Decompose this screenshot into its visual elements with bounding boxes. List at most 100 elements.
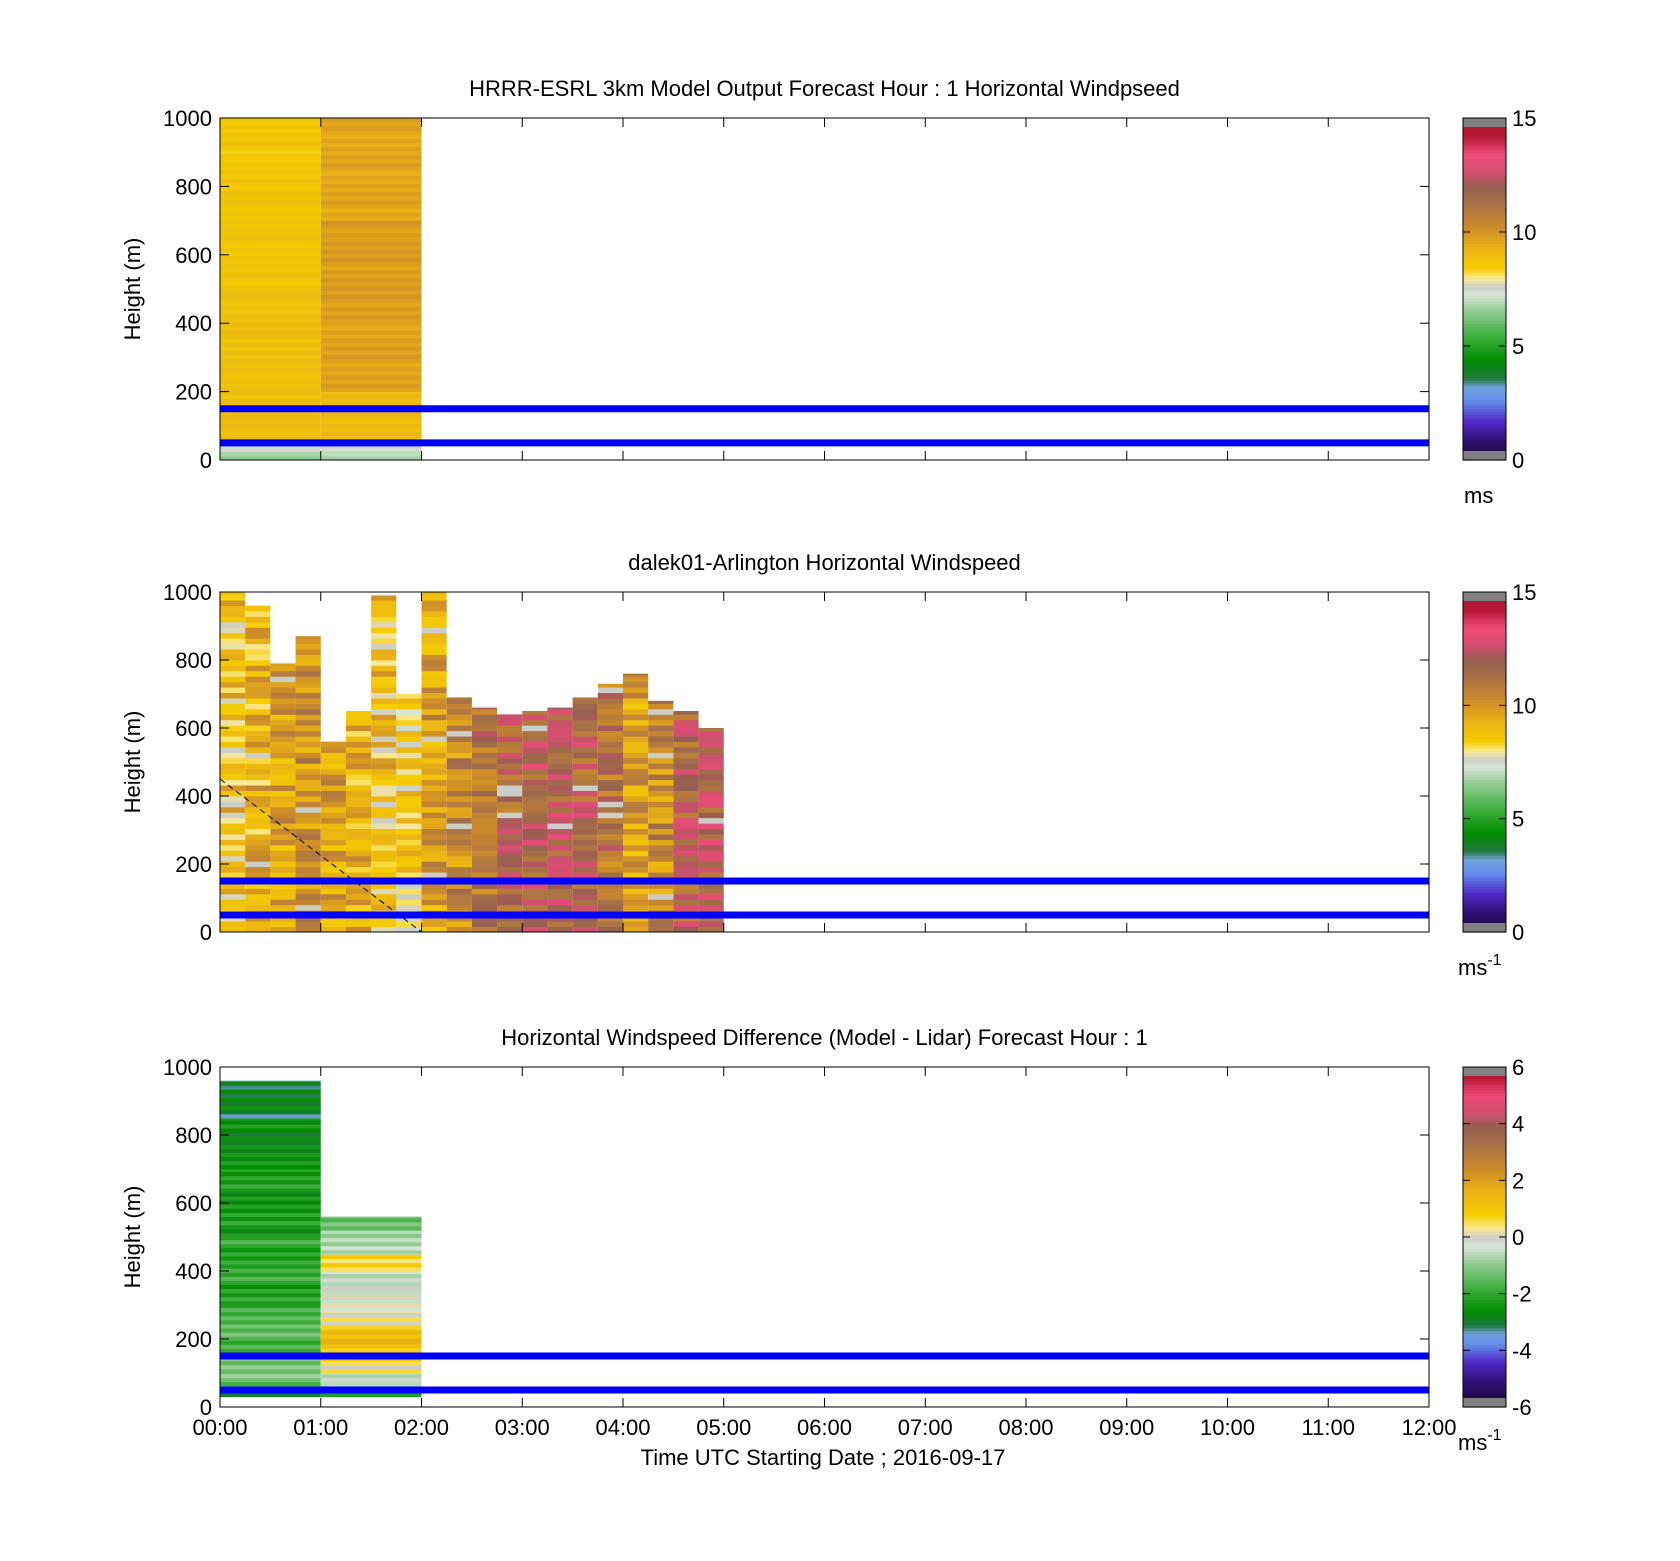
heat-cell: [220, 190, 321, 195]
heat-cell: [270, 834, 296, 840]
heat-cell: [220, 1200, 321, 1205]
heat-cell: [320, 350, 422, 356]
heat-cell: [220, 921, 246, 927]
colorbar-swatch: [1463, 1350, 1506, 1354]
heat-cell: [597, 899, 623, 906]
chart-title: HRRR-ESRL 3km Model Output Forecast Hour…: [469, 76, 1180, 101]
heat-cell: [648, 872, 674, 878]
heat-cell: [371, 757, 397, 764]
colorbar-swatch: [1463, 1327, 1506, 1332]
colorbar-swatch: [1463, 234, 1506, 239]
colorbar-swatch: [1463, 212, 1506, 216]
colorbar-swatch: [1463, 821, 1506, 825]
heat-cell: [320, 455, 422, 460]
heat-cell: [648, 855, 674, 862]
colorbar-swatch: [1463, 251, 1506, 256]
heat-cell: [623, 844, 649, 851]
heat-cell: [522, 850, 548, 857]
colorbar-swatch: [1463, 1183, 1506, 1187]
colorbar-swatch: [1463, 140, 1506, 145]
colorbar-swatch: [1463, 1248, 1506, 1252]
heat-cell: [471, 872, 498, 878]
heat-cell: [597, 763, 623, 770]
heat-cell: [270, 757, 296, 764]
heat-cell: [698, 921, 724, 927]
heat-cell: [673, 812, 699, 819]
heat-cell: [320, 379, 422, 384]
heat-cell: [320, 126, 422, 131]
heat-cell: [421, 627, 447, 634]
heat-cell: [220, 375, 321, 380]
heat-cell: [421, 763, 447, 770]
heat-cell: [220, 1136, 321, 1141]
heat-cell: [345, 899, 372, 906]
heat-cell: [320, 839, 346, 846]
heat-cell: [220, 1228, 321, 1234]
colorbar-tick-label: 5: [1512, 807, 1524, 832]
colorbar-swatch: [1463, 192, 1506, 196]
heat-cell: [320, 118, 422, 123]
colorbar-swatch: [1463, 1307, 1506, 1312]
heat-cell: [547, 774, 573, 781]
colorbar-swatch: [1463, 1214, 1506, 1218]
heat-cell: [522, 888, 548, 895]
y-tick-label: 1000: [163, 106, 212, 131]
heat-cell: [623, 806, 649, 813]
colorbar-swatch: [1463, 832, 1506, 837]
heat-cell: [572, 926, 598, 932]
heat-cell: [320, 159, 422, 164]
heat-cell: [345, 719, 372, 726]
heat-cell: [220, 1113, 321, 1119]
heat-cell: [522, 861, 548, 868]
heat-cell: [320, 310, 422, 316]
colorbar-swatch: [1463, 1112, 1506, 1116]
heat-cell: [270, 785, 296, 791]
colorbar-swatch: [1463, 1078, 1506, 1082]
heat-cell: [371, 812, 397, 819]
colorbar-swatch: [1463, 713, 1506, 718]
heat-cell: [220, 844, 246, 851]
colorbar-tick-label: 15: [1512, 580, 1536, 605]
heat-cell: [371, 708, 397, 715]
colorbar-tick-label: 5: [1512, 334, 1524, 359]
colorbar-swatch: [1463, 1276, 1506, 1281]
heat-cell: [220, 687, 246, 694]
heat-cell: [371, 817, 397, 824]
heat-cell: [522, 883, 548, 889]
heat-cell: [497, 872, 523, 878]
heat-cell: [623, 883, 649, 889]
heat-cell: [597, 861, 623, 868]
heat-cell: [320, 167, 422, 172]
heat-cell: [220, 1204, 321, 1209]
heat-cell: [320, 817, 346, 824]
y-tick-label: 400: [175, 311, 212, 336]
heat-cell: [648, 828, 674, 835]
colorbar-swatch: [1463, 371, 1506, 376]
heat-cell: [371, 763, 397, 770]
heat-cell: [270, 692, 296, 699]
heat-cell: [345, 801, 372, 808]
colorbar-swatch: [1463, 1143, 1506, 1147]
heat-cell: [673, 736, 699, 742]
heat-cell: [345, 741, 372, 748]
heat-cell: [648, 899, 674, 906]
colorbar-swatch: [1463, 1231, 1506, 1235]
heat-cell: [220, 850, 246, 857]
colorbar-swatch: [1463, 784, 1506, 789]
heat-cell: [320, 334, 422, 339]
colorbar-swatch: [1463, 651, 1506, 655]
heat-cell: [446, 806, 472, 813]
heat-cell: [371, 774, 397, 781]
colorbar-swatch: [1463, 1234, 1506, 1238]
heat-cell: [320, 1290, 422, 1295]
heat-cell: [345, 904, 372, 911]
heat-cell: [522, 790, 548, 797]
colorbar-swatch: [1463, 866, 1506, 871]
colorbar-swatch: [1463, 257, 1506, 262]
heat-cell: [673, 839, 699, 846]
heat-cell: [371, 611, 397, 617]
heat-cell: [497, 915, 523, 922]
heat-cell: [547, 741, 573, 748]
heat-cell: [522, 725, 548, 732]
